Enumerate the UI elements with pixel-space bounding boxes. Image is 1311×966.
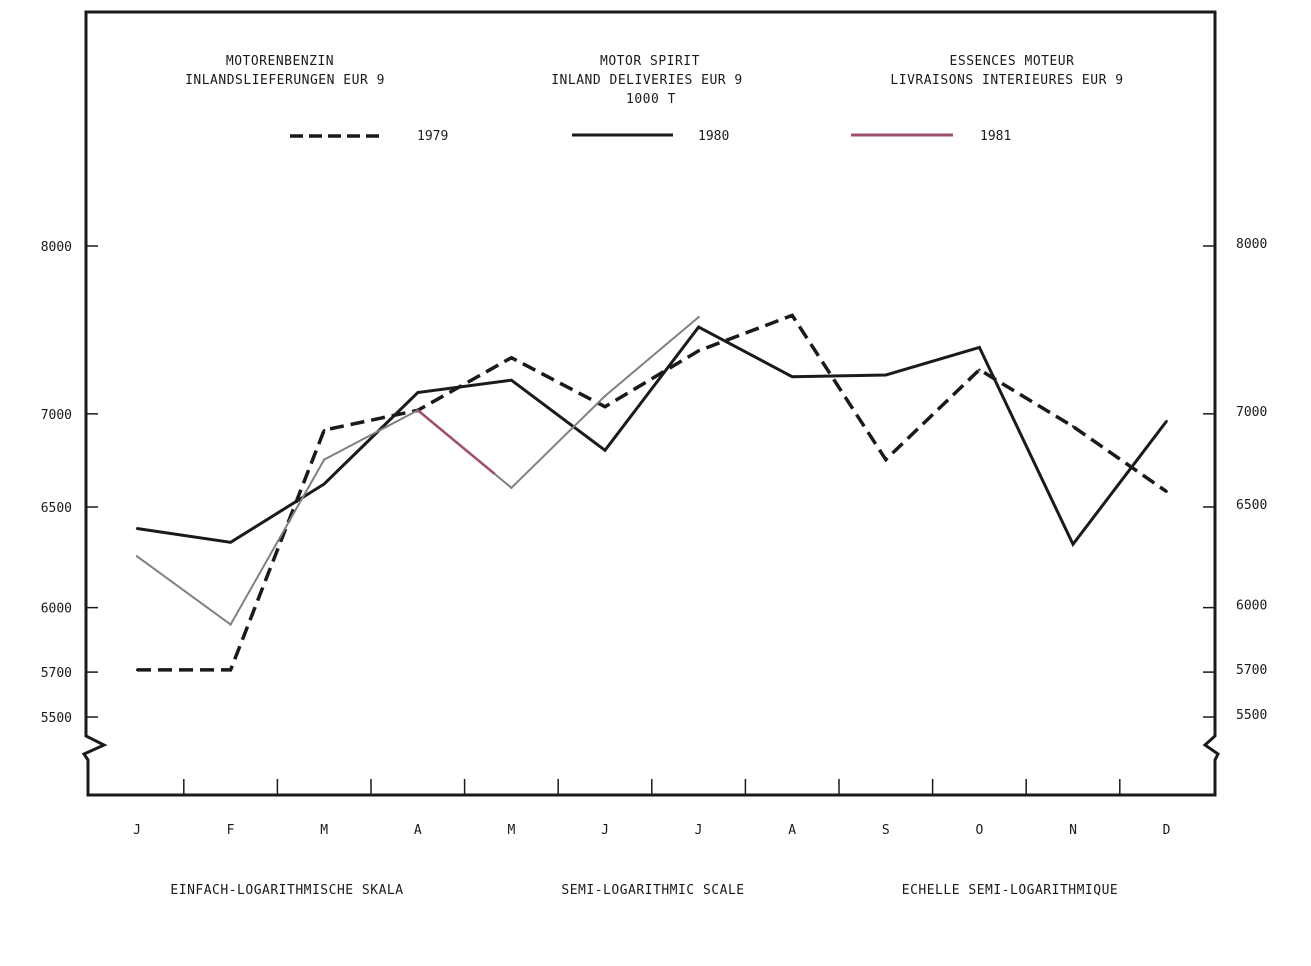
y-tick-label-right: 6000 [1236,599,1267,614]
x-tick-label-9: S [882,823,890,838]
x-tick-label-4: A [414,823,422,838]
series-line-1980 [136,325,1168,548]
x-tick-label-10: O [975,823,983,838]
series-line-1979 [137,313,1168,672]
y-tick-label-right: 5500 [1236,708,1267,723]
y-tick-label-left: 5700 [41,666,72,681]
header-fr-line2: LIVRAISONS INTERIEURES EUR 9 [890,73,1123,88]
point-1979-12 [1165,490,1168,493]
y-tick-label-left: 6500 [41,501,72,516]
point-1981-3 [323,458,326,461]
x-tick-label-5: M [507,823,515,838]
x-tick-label-2: F [227,823,235,838]
point-1980-6 [603,449,607,452]
point-1981-7 [697,315,700,319]
point-1979-7 [697,349,700,353]
x-tick-label-1: J [133,823,141,838]
y-tick-label-left: 8000 [41,240,72,255]
point-1979-6 [603,405,607,408]
x-tick-label-3: M [320,823,328,838]
x-tick-label-8: A [788,823,796,838]
x-tick-label-11: N [1069,823,1077,838]
point-1980-11 [1071,543,1075,546]
point-1979-3 [323,428,326,432]
point-1980-1 [135,527,139,530]
x-tick-label-6: J [601,823,609,838]
point-1981-1 [135,555,139,558]
footer-en: SEMI-LOGARITHMIC SCALE [561,883,744,898]
header-de-line1: MOTORENBENZIN [226,54,334,69]
point-1979-1 [135,668,139,672]
y-tick-label-left: 5500 [41,711,72,726]
point-1979-9 [884,458,887,461]
point-1981-2 [229,623,232,626]
point-1979-10 [978,368,981,371]
header-de-line2: INLANDSLIEFERUNGEN EUR 9 [185,73,385,88]
point-1980-10 [978,346,981,349]
point-1979-11 [1071,425,1075,428]
point-1980-2 [229,541,232,544]
y-tick-label-right: 5700 [1236,663,1267,678]
legend-label-1981: 1981 [980,129,1011,144]
y-tick-label-right: 8000 [1236,237,1267,252]
footer-de: EINFACH-LOGARITHMISCHE SKALA [170,883,403,898]
point-1980-7 [697,325,700,329]
y-tick-label-right: 6500 [1236,498,1267,513]
header-en-line3: 1000 T [626,92,676,107]
point-1979-5 [510,356,513,359]
series-1981-highlight [417,409,496,475]
point-1980-9 [884,373,887,377]
legend-label-1980: 1980 [698,129,729,144]
legend-label-1979: 1979 [417,129,448,144]
point-1980-12 [1165,419,1168,423]
point-1980-5 [510,378,513,382]
header-en-line2: INLAND DELIVERIES EUR 9 [551,73,743,88]
y-tick-label-left: 7000 [41,408,72,423]
header-fr-line1: ESSENCES MOTEUR [950,54,1075,69]
point-1979-8 [791,314,794,317]
point-1981-6 [603,394,607,398]
series-line-1981 [136,316,700,626]
point-1980-8 [791,375,794,378]
legend: 1979 1980 1981 [290,129,1011,144]
footer-fr: ECHELLE SEMI-LOGARITHMIQUE [902,883,1119,898]
x-tick-label-7: J [695,823,703,838]
y-tick-label-left: 6000 [41,602,72,617]
chart-frame [81,10,1220,797]
point-1979-2 [229,668,232,672]
point-1980-3 [323,482,326,486]
x-tick-label-12: D [1163,823,1171,838]
point-1980-4 [416,391,419,394]
header-en-line1: MOTOR SPIRIT [600,54,700,69]
y-tick-label-right: 7000 [1236,405,1267,420]
point-1981-5 [510,486,513,490]
